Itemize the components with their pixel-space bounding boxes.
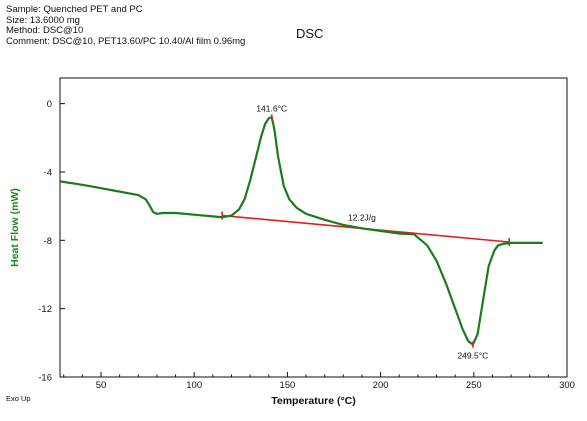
x-tick-label: 250 bbox=[466, 380, 482, 391]
y-tick-label: 0 bbox=[47, 99, 52, 110]
y-axis-label: Heat Flow (mW) bbox=[9, 188, 21, 267]
axes bbox=[59, 77, 568, 378]
x-axis-label: Temperature (°C) bbox=[271, 395, 356, 407]
annotation-label: 249.5°C bbox=[457, 351, 488, 361]
tick-labels: 50 100 150 200 250 300 0 -4 -8 -12 -16 bbox=[38, 99, 575, 391]
series-layer bbox=[59, 116, 543, 346]
heat-flow-curve bbox=[59, 116, 543, 346]
sample-line: Sample: Quenched PET and PC bbox=[6, 4, 143, 15]
x-tick-label: 100 bbox=[186, 380, 202, 391]
annotation-label: 141.6°C bbox=[256, 103, 287, 113]
x-tick-label: 200 bbox=[373, 380, 389, 391]
comment-line: Comment: DSC@10, PET13.60/PC 10.40/Al fi… bbox=[6, 35, 246, 47]
y-tick-label: -4 bbox=[44, 167, 52, 178]
x-tick-label: 50 bbox=[96, 380, 107, 391]
annotation-label: 12.2J/g bbox=[348, 212, 376, 222]
method-line: Method: DSC@10 bbox=[6, 25, 84, 36]
y-tick-label: -16 bbox=[38, 373, 52, 384]
chart-title: DSC bbox=[296, 26, 324, 41]
y-tick-label: -8 bbox=[44, 236, 52, 247]
y-tick-label: -12 bbox=[38, 304, 52, 315]
sample-info-block: Sample: Quenched PET and PC Size: 13.600… bbox=[6, 4, 246, 47]
size-line: Size: 13.6000 mg bbox=[6, 14, 80, 26]
x-tick-label: 300 bbox=[559, 380, 575, 391]
annotations: 141.6°C 12.2J/g 249.5°C bbox=[256, 103, 488, 360]
exo-up-label: Exo Up bbox=[6, 394, 31, 403]
x-tick-label: 150 bbox=[279, 380, 295, 391]
plot-frame bbox=[59, 77, 568, 378]
tick-marks bbox=[60, 103, 568, 378]
